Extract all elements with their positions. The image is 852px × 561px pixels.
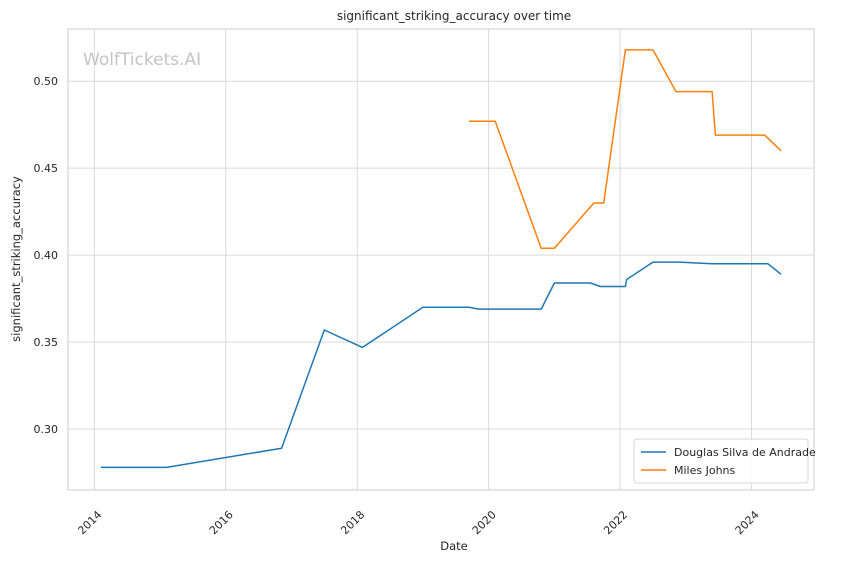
legend: Douglas Silva de Andrade Miles Johns — [633, 438, 816, 484]
y-tick-label: 0.50 — [34, 75, 59, 88]
plot-area-frame — [67, 28, 815, 491]
chart-title: significant_striking_accuracy over time — [337, 9, 571, 23]
x-axis-title: Date — [440, 539, 468, 553]
watermark-text: WolfTickets.AI — [83, 50, 201, 70]
y-tick-label: 0.45 — [34, 162, 59, 175]
series-layer — [100, 49, 782, 469]
y-axis-title: significant_striking_accuracy — [9, 176, 23, 342]
series-line-2 — [468, 49, 782, 249]
y-tick-label: 0.35 — [34, 336, 59, 349]
y-tick-label: 0.40 — [34, 249, 59, 262]
grid-lines — [68, 29, 814, 490]
legend-box — [633, 438, 809, 484]
legend-label-1: Douglas Silva de Andrade — [674, 446, 816, 459]
legend-label-2: Miles Johns — [674, 464, 736, 477]
series-line-1 — [100, 261, 782, 469]
y-tick-label: 0.30 — [34, 423, 59, 436]
y-axis-ticks: 0.30 0.35 0.40 0.45 0.50 — [34, 75, 59, 436]
